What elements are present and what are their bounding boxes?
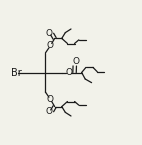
Text: Br: Br (11, 68, 21, 77)
Text: O: O (47, 95, 54, 104)
Text: O: O (45, 107, 53, 116)
Text: O: O (47, 41, 54, 50)
Text: O: O (65, 68, 72, 77)
Text: O: O (45, 29, 53, 38)
Text: O: O (72, 57, 80, 66)
